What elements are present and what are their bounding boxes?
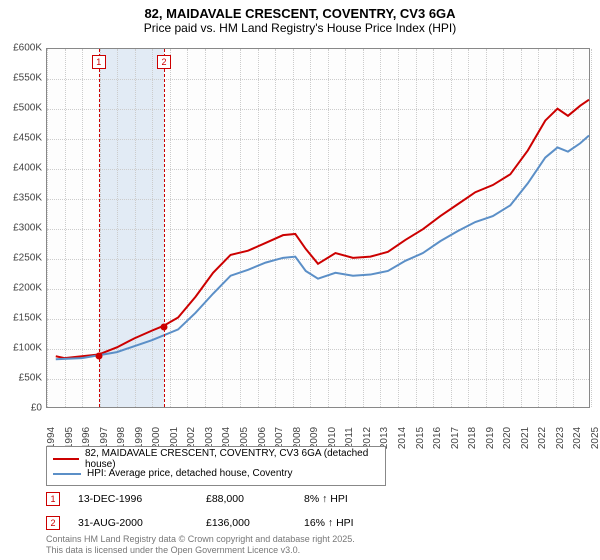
- y-tick-label: £500K: [13, 103, 42, 114]
- event-badge-1: 1: [46, 492, 60, 506]
- x-tick-label: 2016: [432, 427, 436, 449]
- x-tick-label: 2014: [397, 427, 401, 449]
- y-tick-label: £450K: [13, 133, 42, 144]
- y-tick-label: £550K: [13, 73, 42, 84]
- x-tick-label: 2018: [467, 427, 471, 449]
- event-row-2: 2 31-AUG-2000 £136,000 16% ↑ HPI: [46, 514, 384, 532]
- grid-line-v: [591, 49, 592, 407]
- title-line1: 82, MAIDAVALE CRESCENT, COVENTRY, CV3 6G…: [0, 6, 600, 21]
- y-tick-label: £50K: [19, 373, 42, 384]
- event-line-2: [164, 49, 165, 407]
- x-tick-label: 2022: [537, 427, 541, 449]
- x-tick-label: 2025: [590, 427, 594, 449]
- series-line-hpi: [56, 136, 589, 360]
- event-marker-2: [161, 324, 168, 331]
- y-tick-label: £200K: [13, 283, 42, 294]
- event-price-2: £136,000: [206, 517, 286, 529]
- title-line2: Price paid vs. HM Land Registry's House …: [0, 21, 600, 35]
- legend-swatch-property: [53, 458, 79, 460]
- legend-label-property: 82, MAIDAVALE CRESCENT, COVENTRY, CV3 6G…: [85, 448, 379, 470]
- events-table: 1 13-DEC-1996 £88,000 8% ↑ HPI 2 31-AUG-…: [46, 490, 384, 538]
- y-tick-label: £350K: [13, 193, 42, 204]
- y-tick-label: £600K: [13, 43, 42, 54]
- x-tick-label: 2024: [572, 427, 576, 449]
- chart-container: 82, MAIDAVALE CRESCENT, COVENTRY, CV3 6G…: [0, 0, 600, 560]
- x-tick-label: 2020: [502, 427, 506, 449]
- event-date-2: 31-AUG-2000: [78, 517, 188, 529]
- event-box-2: 2: [157, 55, 171, 69]
- y-tick-label: £400K: [13, 163, 42, 174]
- x-tick-label: 2023: [555, 427, 559, 449]
- x-tick-label: 2017: [450, 427, 454, 449]
- legend-label-hpi: HPI: Average price, detached house, Cove…: [87, 468, 293, 479]
- legend: 82, MAIDAVALE CRESCENT, COVENTRY, CV3 6G…: [46, 446, 386, 486]
- legend-item-property: 82, MAIDAVALE CRESCENT, COVENTRY, CV3 6G…: [53, 451, 379, 466]
- event-date-1: 13-DEC-1996: [78, 493, 188, 505]
- footer-line1: Contains HM Land Registry data © Crown c…: [46, 534, 355, 545]
- x-tick-label: 2019: [485, 427, 489, 449]
- x-tick-label: 2021: [520, 427, 524, 449]
- line-series-svg: [47, 49, 589, 407]
- x-axis: 1994199519961997199819992000200120022003…: [46, 408, 590, 444]
- y-tick-label: £0: [31, 403, 42, 414]
- event-row-1: 1 13-DEC-1996 £88,000 8% ↑ HPI: [46, 490, 384, 508]
- y-tick-label: £300K: [13, 223, 42, 234]
- event-box-1: 1: [92, 55, 106, 69]
- event-price-1: £88,000: [206, 493, 286, 505]
- y-tick-label: £250K: [13, 253, 42, 264]
- chart-plot-area: 12: [46, 48, 590, 408]
- series-line-property: [56, 100, 589, 358]
- event-marker-1: [95, 353, 102, 360]
- y-axis: £0£50K£100K£150K£200K£250K£300K£350K£400…: [0, 48, 46, 408]
- event-pct-2: 16% ↑ HPI: [304, 517, 384, 529]
- event-badge-2: 2: [46, 516, 60, 530]
- y-tick-label: £100K: [13, 343, 42, 354]
- x-tick-label: 2015: [415, 427, 419, 449]
- event-pct-1: 8% ↑ HPI: [304, 493, 384, 505]
- footer-attribution: Contains HM Land Registry data © Crown c…: [46, 534, 355, 556]
- legend-swatch-hpi: [53, 473, 81, 475]
- y-tick-label: £150K: [13, 313, 42, 324]
- footer-line2: This data is licensed under the Open Gov…: [46, 545, 355, 556]
- title-block: 82, MAIDAVALE CRESCENT, COVENTRY, CV3 6G…: [0, 0, 600, 37]
